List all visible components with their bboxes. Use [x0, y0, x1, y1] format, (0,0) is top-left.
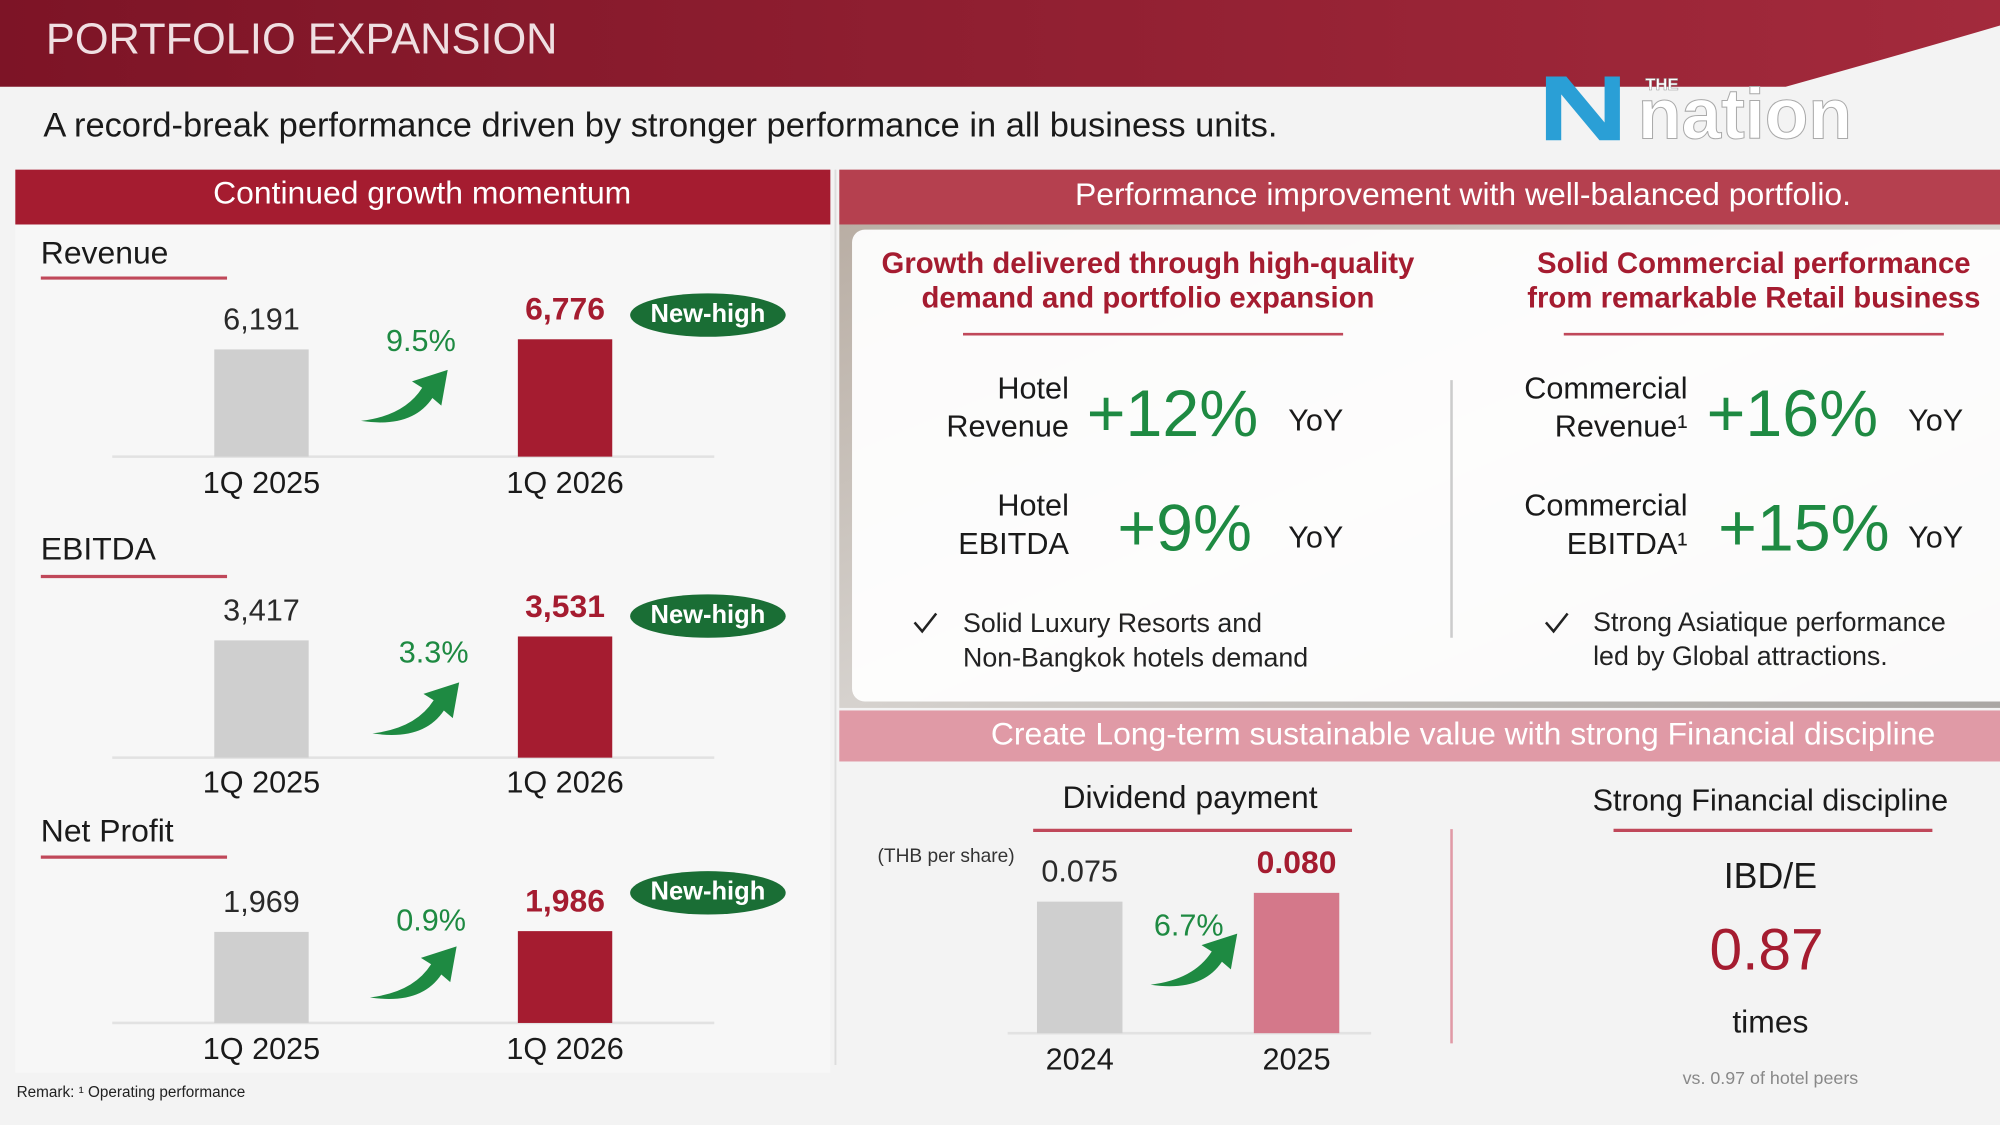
right-header: Performance improvement with well-balanc… [1075, 176, 1851, 212]
bar [1253, 892, 1340, 1034]
note: Strong Asiatique performance [1593, 607, 1946, 637]
x-tick-label: 1Q 2026 [506, 766, 623, 800]
discipline-heading: Strong Financial discipline [1593, 783, 1949, 817]
value-label: 3,531 [525, 588, 605, 624]
panel-heading: from remarkable Retail business [1527, 281, 1980, 314]
metric-unit: YoY [1288, 403, 1343, 437]
metric-unit: YoY [1908, 521, 1963, 555]
logo-name: nation [1638, 75, 1852, 155]
metric-value: +9% [1117, 492, 1252, 566]
panel-heading: demand and portfolio expansion [921, 281, 1374, 314]
value-label: 0.080 [1257, 844, 1337, 880]
x-tick-label: 1Q 2025 [203, 466, 320, 500]
metric-label: Hotel [997, 489, 1068, 523]
metric-unit: YoY [1908, 403, 1963, 437]
check [1544, 612, 1569, 634]
value-label: 1,986 [525, 882, 605, 918]
value-label: 6,776 [525, 291, 605, 327]
card [852, 229, 2000, 702]
bar [1036, 901, 1123, 1034]
note: led by Global attractions. [1593, 641, 1888, 671]
subtitle: A record-break performance driven by str… [43, 107, 1277, 145]
value-label: 1,969 [223, 885, 300, 919]
banner-bar [839, 710, 2000, 762]
metric-label: Revenue¹ [1555, 410, 1688, 444]
growth-label: 6.7% [1154, 908, 1224, 942]
logo: THE nation [1545, 74, 1852, 155]
discipline-note: vs. 0.97 of hotel peers [1683, 1068, 1859, 1088]
metric-value: +16% [1707, 377, 1878, 451]
bar [517, 636, 613, 758]
growth-arrow [360, 369, 448, 423]
badge-shape [630, 871, 786, 915]
badge: New-high [651, 601, 766, 629]
bar [214, 640, 309, 758]
growth-arrow [1150, 933, 1238, 987]
chart-title: Net Profit [41, 812, 174, 848]
bar [214, 931, 309, 1023]
x-tick-label: 2024 [1046, 1042, 1114, 1076]
banner: Create Long-term sustainable value with … [991, 715, 1935, 751]
growth-label: 3.3% [399, 635, 469, 669]
note: Solid Luxury Resorts and [963, 608, 1262, 638]
chart-title: EBITDA [41, 530, 157, 566]
badge-shape [630, 594, 786, 638]
growth-label: 0.9% [396, 903, 466, 937]
panel-heading: Growth delivered through high-quality [882, 247, 1415, 280]
slide-title: PORTFOLIO EXPANSION [46, 16, 558, 64]
x-tick-label: 1Q 2025 [203, 766, 320, 800]
bar [214, 349, 309, 457]
badge-shape [630, 293, 786, 337]
growth-arrow [372, 682, 460, 735]
x-tick-label: 2025 [1263, 1042, 1331, 1076]
chart-title: Revenue [41, 235, 169, 271]
metric-value: +12% [1087, 377, 1258, 451]
metric-unit: YoY [1288, 521, 1343, 555]
value-label: 0.075 [1041, 855, 1118, 889]
note: Non-Bangkok hotels demand [963, 643, 1308, 673]
check [913, 612, 938, 634]
bar [517, 339, 613, 457]
metric-label: EBITDA¹ [1567, 527, 1688, 561]
metric-label: Revenue [946, 410, 1069, 444]
logo-mark [1545, 76, 1620, 141]
remark: Remark: ¹ Operating performance [17, 1084, 246, 1101]
value-label: 3,417 [223, 593, 300, 627]
metric-value: +15% [1718, 492, 1889, 566]
metric-label: Commercial [1524, 371, 1687, 405]
x-tick-label: 1Q 2026 [506, 1032, 623, 1066]
value-label: 6,191 [223, 302, 300, 336]
discipline-metric: IBD/E [1724, 856, 1817, 896]
bar [517, 931, 613, 1023]
logo-small: THE [1645, 75, 1678, 94]
top-band [0, 0, 2000, 87]
discipline-value: 0.87 [1709, 918, 1823, 983]
chart-title: Dividend payment [1062, 779, 1317, 815]
right-header-bar [839, 169, 2000, 225]
badge: New-high [651, 300, 766, 328]
growth-label: 9.5% [386, 324, 456, 358]
metric-label: EBITDA [958, 527, 1069, 561]
x-tick-label: 1Q 2025 [203, 1032, 320, 1066]
metric-label: Hotel [997, 371, 1068, 405]
badge: New-high [651, 878, 766, 906]
chart-subtitle: (THB per share) [878, 846, 1015, 867]
metric-label: Commercial [1524, 489, 1687, 523]
x-tick-label: 1Q 2026 [506, 466, 623, 500]
discipline-unit: times [1732, 1004, 1808, 1040]
left-header: Continued growth momentum [213, 175, 631, 211]
left-header-bar [15, 169, 831, 225]
panel-heading: Solid Commercial performance [1537, 247, 1971, 280]
growth-arrow [369, 946, 457, 999]
